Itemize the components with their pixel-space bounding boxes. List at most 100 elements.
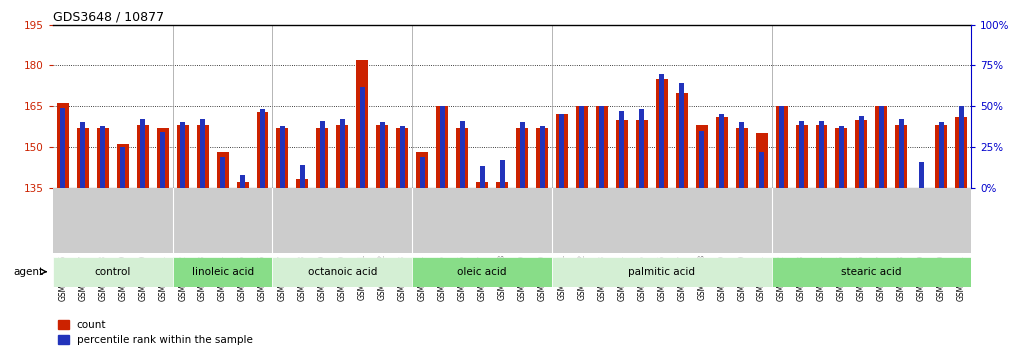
Bar bbox=[379, 122, 384, 188]
Bar bbox=[397, 128, 408, 188]
Legend: count, percentile rank within the sample: count, percentile rank within the sample bbox=[58, 320, 252, 345]
Bar bbox=[772, 188, 971, 253]
Bar bbox=[816, 125, 828, 188]
Bar bbox=[939, 122, 944, 188]
Bar bbox=[117, 144, 129, 188]
Bar bbox=[735, 128, 747, 188]
Bar bbox=[412, 188, 552, 253]
Bar bbox=[256, 112, 268, 188]
Bar bbox=[97, 128, 109, 188]
Bar bbox=[173, 257, 273, 287]
Bar bbox=[516, 128, 528, 188]
Bar bbox=[795, 125, 807, 188]
Bar bbox=[879, 106, 884, 188]
Bar bbox=[217, 152, 229, 188]
Bar bbox=[140, 119, 145, 188]
Bar bbox=[772, 257, 971, 287]
Bar bbox=[876, 106, 888, 188]
Bar bbox=[237, 182, 248, 188]
Bar bbox=[360, 87, 365, 188]
Bar bbox=[240, 175, 245, 188]
Bar bbox=[161, 132, 165, 188]
Text: octanoic acid: octanoic acid bbox=[308, 267, 377, 277]
Bar bbox=[220, 157, 225, 188]
Bar bbox=[200, 119, 205, 188]
Bar bbox=[300, 165, 305, 188]
Bar bbox=[659, 74, 664, 188]
Bar bbox=[959, 106, 964, 188]
Text: palmitic acid: palmitic acid bbox=[629, 267, 696, 277]
Text: control: control bbox=[95, 267, 131, 277]
Bar bbox=[457, 128, 468, 188]
Bar bbox=[476, 182, 488, 188]
Bar bbox=[60, 108, 65, 188]
Bar bbox=[739, 122, 744, 188]
Bar bbox=[53, 188, 173, 253]
Bar bbox=[460, 121, 465, 188]
Bar bbox=[173, 188, 273, 253]
Bar bbox=[480, 166, 485, 188]
Bar bbox=[596, 106, 608, 188]
Bar bbox=[436, 106, 448, 188]
Bar bbox=[918, 161, 923, 188]
Bar bbox=[520, 122, 525, 188]
Bar bbox=[580, 106, 585, 188]
Bar bbox=[196, 125, 208, 188]
Bar bbox=[277, 128, 289, 188]
Bar bbox=[619, 111, 624, 188]
Bar bbox=[895, 125, 907, 188]
Bar bbox=[260, 109, 265, 188]
Bar bbox=[616, 120, 627, 188]
Bar bbox=[716, 117, 728, 188]
Bar bbox=[859, 116, 863, 188]
Bar bbox=[756, 133, 768, 188]
Bar bbox=[696, 125, 708, 188]
Bar bbox=[101, 126, 106, 188]
Bar bbox=[280, 126, 285, 188]
Bar bbox=[296, 179, 308, 188]
Bar bbox=[839, 126, 844, 188]
Bar bbox=[53, 257, 173, 287]
Bar bbox=[120, 147, 125, 188]
Bar bbox=[656, 79, 668, 188]
Bar bbox=[320, 121, 324, 188]
Bar bbox=[376, 125, 388, 188]
Text: GDS3648 / 10877: GDS3648 / 10877 bbox=[53, 11, 164, 24]
Bar bbox=[719, 114, 724, 188]
Bar bbox=[552, 188, 772, 253]
Bar bbox=[180, 122, 185, 188]
Bar bbox=[316, 128, 328, 188]
Bar bbox=[337, 125, 349, 188]
Bar bbox=[955, 117, 967, 188]
Bar bbox=[416, 152, 428, 188]
Bar bbox=[936, 125, 947, 188]
Bar bbox=[675, 93, 687, 188]
Bar bbox=[356, 60, 368, 188]
Bar bbox=[499, 160, 504, 188]
Bar bbox=[536, 128, 548, 188]
Bar bbox=[273, 188, 412, 253]
Bar bbox=[340, 119, 345, 188]
Bar bbox=[679, 84, 684, 188]
Bar bbox=[556, 114, 567, 188]
Bar bbox=[700, 131, 704, 188]
Bar bbox=[759, 152, 764, 188]
Bar bbox=[636, 120, 648, 188]
Bar bbox=[412, 257, 552, 287]
Text: linoleic acid: linoleic acid bbox=[191, 267, 253, 277]
Bar bbox=[599, 106, 604, 188]
Bar bbox=[799, 121, 804, 188]
Bar bbox=[400, 126, 405, 188]
Bar bbox=[539, 126, 544, 188]
Bar bbox=[80, 122, 85, 188]
Text: stearic acid: stearic acid bbox=[841, 267, 902, 277]
Bar bbox=[177, 125, 188, 188]
Bar bbox=[576, 106, 588, 188]
Bar bbox=[136, 125, 148, 188]
Text: oleic acid: oleic acid bbox=[458, 267, 506, 277]
Bar bbox=[779, 106, 784, 188]
Bar bbox=[776, 106, 787, 188]
Bar bbox=[559, 114, 564, 188]
Bar bbox=[552, 257, 772, 287]
Bar bbox=[819, 121, 824, 188]
